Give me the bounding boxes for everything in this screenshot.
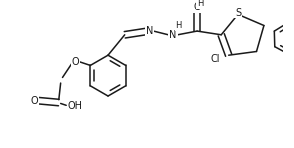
Text: H: H [175, 21, 182, 30]
Text: H: H [197, 0, 203, 8]
Text: O: O [193, 2, 201, 12]
Text: Cl: Cl [211, 54, 220, 64]
Text: N: N [146, 26, 153, 36]
Text: O: O [72, 57, 79, 67]
Text: OH: OH [68, 101, 83, 111]
Text: N: N [169, 30, 177, 40]
Text: S: S [235, 8, 241, 17]
Text: O: O [31, 96, 39, 106]
